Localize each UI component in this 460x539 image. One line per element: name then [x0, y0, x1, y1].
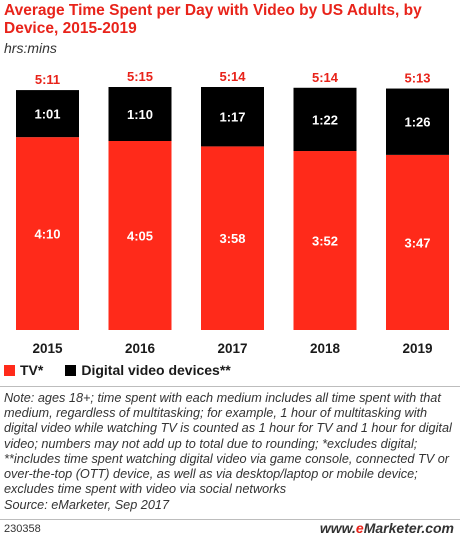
legend-swatch-tv — [4, 364, 15, 376]
bar-digital-2019 — [386, 88, 449, 155]
x-tick-2017: 2017 — [217, 341, 247, 356]
legend-swatch-digital — [65, 364, 77, 376]
label-tv-2017: 3:58 — [219, 231, 245, 246]
label-digital-2016: 1:10 — [127, 107, 153, 122]
chart-subtitle: hrs:mins — [4, 40, 57, 56]
label-tv-2018: 3:52 — [312, 234, 338, 249]
label-total-2016: 5:15 — [127, 69, 153, 84]
label-total-2019: 5:13 — [404, 71, 430, 86]
bar-tv-2016 — [108, 141, 172, 330]
x-tick-2019: 2019 — [402, 341, 432, 356]
emarketer-logo: www.eMarketer.com — [320, 520, 454, 536]
label-digital-2017: 1:17 — [219, 110, 245, 125]
brand-e: e — [355, 520, 364, 536]
legend-item-digital: Digital video devices** — [65, 362, 231, 378]
chart-source: Source: eMarketer, Sep 2017 — [4, 498, 170, 512]
label-total-2017: 5:14 — [219, 69, 246, 84]
stacked-bar-chart: 4:10 1:01 5:11 2015 4:05 1:10 5:15 2016 3:58 1:17… — [16, 69, 449, 356]
label-tv-2015: 4:10 — [34, 227, 60, 242]
divider-top — [0, 386, 460, 387]
label-digital-2015: 1:01 — [34, 107, 60, 122]
label-tv-2016: 4:05 — [127, 229, 153, 244]
label-total-2018: 5:14 — [312, 70, 339, 85]
chart-legend: TV* Digital video devices** — [4, 362, 253, 378]
x-tick-2015: 2015 — [32, 341, 63, 356]
x-tick-2018: 2018 — [310, 341, 341, 356]
legend-label-tv: TV* — [20, 362, 44, 378]
legend-item-tv: TV* — [4, 362, 43, 378]
label-total-2015: 5:11 — [35, 72, 60, 87]
brand-prefix: www. — [319, 520, 356, 536]
chart-title: Average Time Spent per Day with Video by… — [4, 2, 422, 37]
divider-bottom — [0, 519, 460, 520]
bar-tv-2015 — [16, 137, 79, 330]
bar-tv-2017 — [201, 146, 264, 330]
bar-digital-2015 — [16, 90, 79, 138]
chart-note: Note: ages 18+; time spent with each med… — [4, 391, 452, 497]
label-digital-2018: 1:22 — [312, 112, 338, 127]
brand-suffix: .com — [421, 520, 454, 536]
x-tick-2016: 2016 — [125, 341, 156, 356]
chart-id: 230358 — [4, 523, 41, 535]
label-digital-2019: 1:26 — [404, 115, 430, 130]
legend-label-digital: Digital video devices** — [81, 362, 231, 378]
bar-digital-2017 — [201, 87, 264, 147]
bar-digital-2018 — [293, 87, 357, 152]
bar-digital-2016 — [108, 87, 172, 141]
label-tv-2019: 3:47 — [404, 235, 430, 250]
bar-tv-2019 — [386, 154, 449, 330]
bar-tv-2018 — [293, 151, 357, 330]
brand-rest: Marketer — [363, 520, 422, 536]
